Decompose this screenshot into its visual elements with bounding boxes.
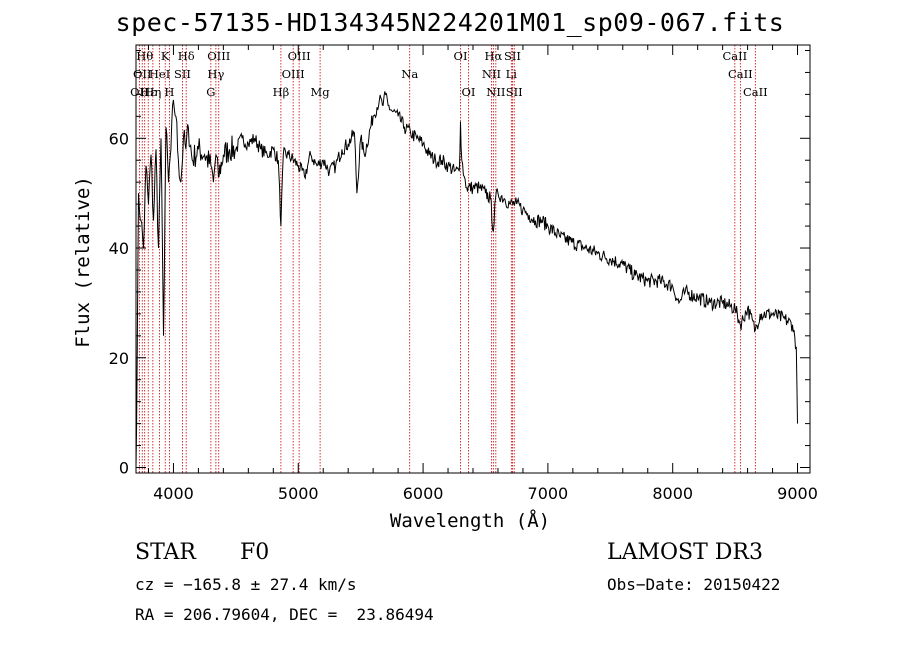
emission-line-markers (138, 45, 756, 473)
line-label: K (161, 49, 170, 63)
line-label: OI (462, 85, 476, 99)
line-label: OIII (282, 67, 305, 81)
line-label: CaII (743, 85, 768, 99)
x-tick-label: 6000 (403, 484, 444, 503)
line-label: NII (482, 67, 501, 81)
x-tick-label: 4000 (153, 484, 194, 503)
y-axis-label: Flux (relative) (72, 176, 94, 348)
line-label: Na (401, 67, 418, 81)
line-label: OIII (207, 49, 230, 63)
x-tick-label: 8000 (652, 484, 693, 503)
line-label: Li (506, 67, 518, 81)
plot-frame (135, 44, 811, 474)
object-subclass: F0 (240, 540, 270, 565)
line-label: HeI (149, 67, 170, 81)
y-tick-label: 60 (109, 129, 129, 148)
spectrum-line (135, 91, 798, 468)
line-label: SII (174, 67, 191, 81)
line-label: CaII (722, 49, 747, 63)
line-label: OI (454, 49, 468, 63)
redshift-cz: cz = −165.8 ± 27.4 km/s (135, 575, 357, 594)
object-class: STAR (135, 540, 196, 565)
line-label: NII (486, 85, 505, 99)
line-label: SII (506, 85, 523, 99)
obs-date: Obs−Date: 20150422 (607, 575, 781, 594)
line-label: OII (133, 67, 152, 81)
axis-ticks: 4000 5000 6000 7000 8000 9000 0 20 40 60 (109, 45, 818, 503)
line-label: Hγ (207, 67, 224, 81)
x-tick-label: 9000 (777, 484, 818, 503)
line-label: OIII (288, 49, 311, 63)
x-tick-label: 5000 (278, 484, 319, 503)
y-tick-label: 20 (109, 349, 129, 368)
x-tick-label: 7000 (528, 484, 569, 503)
line-label: Hδ (178, 49, 195, 63)
line-label: G (206, 85, 215, 99)
line-label: H (164, 85, 174, 99)
line-label: SII (504, 49, 521, 63)
line-label: Hβ (273, 85, 290, 99)
line-label: Hα (484, 49, 502, 63)
chart-title: spec-57135-HD134345N224201M01_sp09-067.f… (115, 8, 785, 37)
line-label: Hη (144, 85, 161, 99)
line-label: OII (130, 85, 149, 99)
x-axis-label: Wavelength (Å) (389, 510, 551, 532)
survey-name: LAMOST DR3 (607, 540, 763, 565)
y-tick-label: 40 (109, 239, 129, 258)
line-label: CaII (728, 67, 753, 81)
y-tick-label: 0 (119, 459, 129, 478)
line-labels: OIIOIIHθHεHηHeIKHSIIHδGHγOIIIHβOIIIOIIIM… (130, 49, 768, 99)
line-label: Hε (140, 85, 156, 99)
line-label: Hθ (136, 49, 153, 63)
line-label: Mg (311, 85, 331, 99)
ra-dec: RA = 206.79604, DEC = 23.86494 (135, 605, 434, 624)
